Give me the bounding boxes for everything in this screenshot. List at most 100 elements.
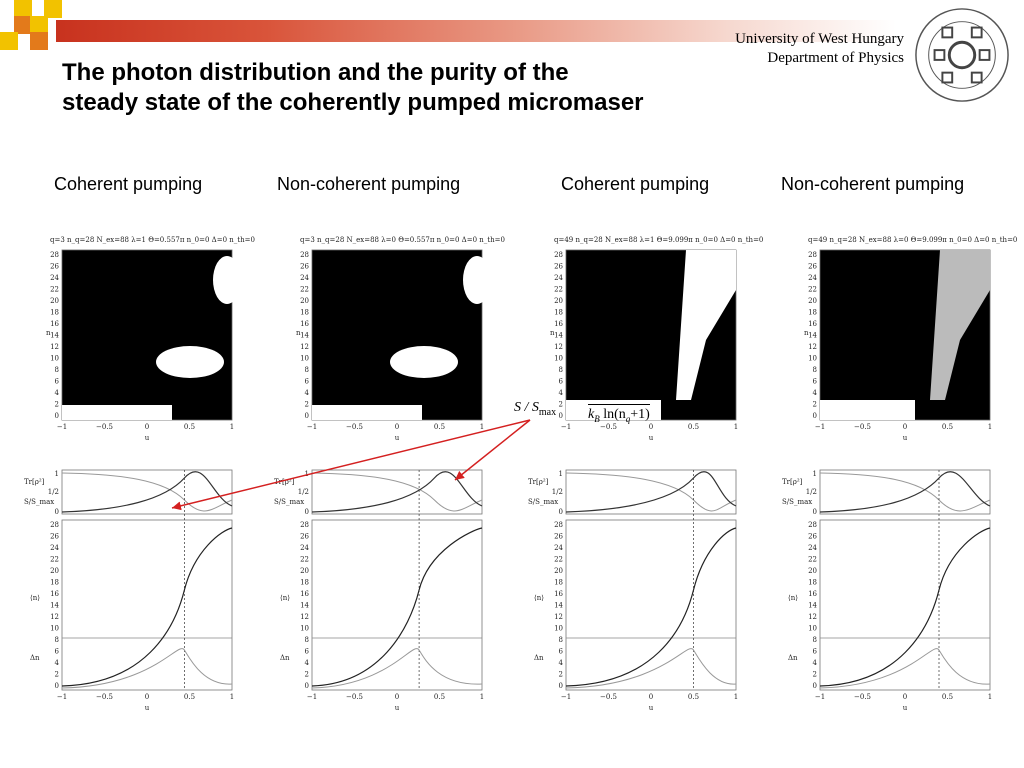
mean-x-tick: −0.5 bbox=[96, 693, 113, 701]
heatmap-x-tick: −1 bbox=[561, 423, 571, 431]
mean-y-tick: 4 bbox=[305, 659, 310, 667]
mean-n-curve bbox=[819, 527, 991, 687]
heatmap-x-axis-label: u bbox=[395, 434, 400, 442]
heatmap-x-tick: 0.5 bbox=[184, 423, 195, 431]
mean-y-tick: 4 bbox=[813, 659, 818, 667]
department-name: Department of Physics bbox=[767, 50, 904, 66]
mean-y-tick: 2 bbox=[559, 671, 563, 679]
parameter-line: q=3 n_q=28 N_ex=88 λ=1 Θ=0.557π n_0=0 Δ=… bbox=[50, 236, 255, 244]
mean-y-tick: 16 bbox=[300, 590, 309, 598]
heatmap-y-tick: 24 bbox=[554, 274, 563, 282]
purity-entropy-plot bbox=[61, 469, 233, 515]
heatmap-y-tick: 28 bbox=[554, 251, 563, 259]
heatmap-y-tick: 26 bbox=[50, 263, 59, 271]
mean-y-tick: 26 bbox=[808, 533, 817, 541]
figure-column-1: q=3 n_q=28 N_ex=88 λ=1 Θ=0.557π n_0=0 Δ=… bbox=[24, 236, 255, 712]
purity-y-tick: 0 bbox=[305, 508, 309, 516]
heatmap-x-tick: 0 bbox=[395, 423, 399, 431]
heatmap-y-tick: 20 bbox=[808, 297, 817, 305]
mean-x-tick: −1 bbox=[815, 693, 825, 701]
purity-curve bbox=[311, 472, 483, 512]
heatmap-x-tick: 1 bbox=[988, 423, 992, 431]
heatmap-y-tick: 2 bbox=[559, 401, 563, 409]
heatmap-x-tick: −1 bbox=[57, 423, 67, 431]
heatmap-x-tick: 0 bbox=[649, 423, 653, 431]
heatmap-x-tick: 0 bbox=[145, 423, 149, 431]
purity-y-tick: 1/2 bbox=[298, 488, 309, 496]
heatmap-y-tick: 18 bbox=[808, 309, 817, 317]
heatmap-y-tick: 8 bbox=[559, 366, 563, 374]
heatmap-y-tick: 10 bbox=[554, 355, 563, 363]
heatmap-y-tick: 8 bbox=[55, 366, 59, 374]
arrow-to-coherent bbox=[171, 419, 531, 511]
mean-x-tick: −0.5 bbox=[600, 693, 617, 701]
entropy-label: S / Smax bbox=[514, 400, 557, 418]
header-gradient-bar bbox=[56, 20, 896, 42]
heatmap-y-tick: 16 bbox=[554, 320, 563, 328]
heatmap-y-tick: 28 bbox=[50, 251, 59, 259]
purity-curve bbox=[61, 472, 233, 512]
heatmap-y-tick: 0 bbox=[55, 412, 59, 420]
mean-y-tick: 0 bbox=[559, 682, 563, 690]
delta-n-label: Δn bbox=[280, 654, 290, 662]
parameter-line: q=49 n_q=28 N_ex=88 λ=1 Θ=9.099π n_0=0 Δ… bbox=[554, 236, 763, 244]
heatmap-y-tick: 20 bbox=[300, 297, 309, 305]
heatmap-y-tick: 0 bbox=[813, 412, 817, 420]
mean-y-tick: 8 bbox=[305, 636, 309, 644]
heatmap-y-tick: 10 bbox=[300, 355, 309, 363]
purity-curve bbox=[565, 472, 737, 512]
heatmap-y-tick: 26 bbox=[554, 263, 563, 271]
heatmap-y-tick: 6 bbox=[305, 378, 310, 386]
heatmap-y-tick: 14 bbox=[50, 332, 59, 340]
heatmap-y-tick: 6 bbox=[813, 378, 818, 386]
mean-y-tick: 12 bbox=[300, 613, 309, 621]
purity-y-tick: 0 bbox=[55, 508, 59, 516]
deco-square bbox=[14, 0, 32, 18]
figure-column-4: q=49 n_q=28 N_ex=88 λ=0 Θ=9.099π n_0=0 Δ… bbox=[782, 236, 1017, 712]
heatmap-y-tick: 8 bbox=[305, 366, 309, 374]
delta-n-curve bbox=[819, 648, 991, 689]
mean-x-tick: 0.5 bbox=[942, 693, 953, 701]
purity-y-tick: 1 bbox=[55, 470, 59, 478]
mean-y-tick: 2 bbox=[55, 671, 59, 679]
mean-x-tick: 0.5 bbox=[688, 693, 699, 701]
mean-y-tick: 2 bbox=[813, 671, 817, 679]
purity-y-tick: 0 bbox=[813, 508, 817, 516]
mean-x-tick: 1 bbox=[734, 693, 738, 701]
mean-n-curve bbox=[311, 527, 483, 687]
heatmap-y-tick: 2 bbox=[55, 401, 59, 409]
heatmap-y-tick: 24 bbox=[808, 274, 817, 282]
heatmap-y-tick: 12 bbox=[808, 343, 817, 351]
column-label-2: Non-coherent pumping bbox=[277, 174, 461, 194]
mean-y-tick: 28 bbox=[300, 521, 309, 529]
heatmap-y-tick: 20 bbox=[554, 297, 563, 305]
mean-y-tick: 26 bbox=[300, 533, 309, 541]
entropy-label: S/S_max bbox=[274, 498, 304, 506]
heatmap-y-tick: 16 bbox=[300, 320, 309, 328]
mean-y-tick: 12 bbox=[50, 613, 59, 621]
heatmap-y-tick: 0 bbox=[305, 412, 309, 420]
delta-n-label: Δn bbox=[788, 654, 798, 662]
institution-block: University of West Hungary Department of… bbox=[735, 30, 904, 68]
mean-y-tick: 6 bbox=[813, 648, 818, 656]
mean-y-tick: 4 bbox=[55, 659, 60, 667]
heatmap-y-tick: 22 bbox=[808, 286, 817, 294]
delta-n-curve bbox=[565, 648, 737, 689]
mean-y-tick: 12 bbox=[554, 613, 563, 621]
heatmap-bright-regions bbox=[312, 256, 491, 420]
purity-entropy-plot bbox=[311, 469, 483, 515]
mean-x-tick: −1 bbox=[561, 693, 571, 701]
mean-y-tick: 2 bbox=[305, 671, 309, 679]
heatmap-y-tick: 22 bbox=[554, 286, 563, 294]
mean-y-tick: 4 bbox=[559, 659, 564, 667]
heatmap-y-tick: 28 bbox=[300, 251, 309, 259]
purity-curve bbox=[819, 472, 991, 512]
deco-square bbox=[44, 0, 62, 18]
purity-label: Tr[ρ²] bbox=[782, 478, 803, 486]
heatmap-y-tick: 16 bbox=[50, 320, 59, 328]
mean-y-tick: 24 bbox=[50, 544, 59, 552]
mean-y-tick: 0 bbox=[305, 682, 309, 690]
heatmap-y-tick: 12 bbox=[300, 343, 309, 351]
parameter-line: q=3 n_q=28 N_ex=88 λ=0 Θ=0.557π n_0=0 Δ=… bbox=[300, 236, 505, 244]
institution-name: University of West Hungary bbox=[735, 31, 904, 47]
